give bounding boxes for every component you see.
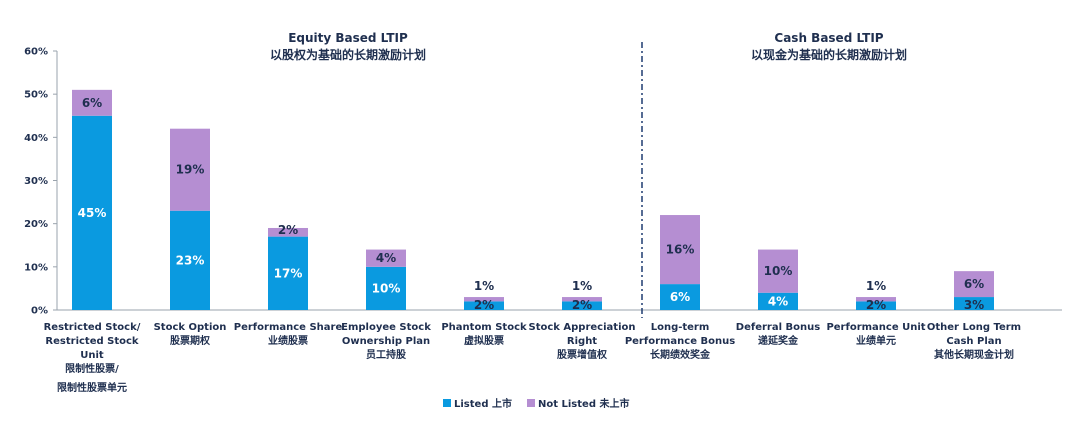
bar-listed (72, 115, 112, 310)
bar-listed (660, 284, 700, 310)
data-label-listed: 6% (670, 290, 690, 304)
data-label-listed: 10% (372, 281, 401, 295)
data-label-listed: 2% (572, 298, 592, 312)
data-label-listed: 17% (274, 266, 303, 280)
group-title: Cash Based LTIP (774, 31, 883, 45)
category-label: Ownership Plan (342, 336, 430, 347)
bar-listed (268, 236, 308, 310)
bar-not-listed (660, 215, 700, 285)
category-label: 限制性股票/ (65, 362, 119, 375)
legend-label: Listed 上市 (454, 397, 512, 410)
data-label-not-listed: 10% (764, 264, 793, 278)
bar-listed (954, 297, 994, 310)
category-label: Restricted Stock/ (44, 322, 141, 333)
category-label: Unit (80, 350, 104, 361)
y-tick-label: 30% (24, 176, 48, 187)
group-subtitle: 以现金为基础的长期激励计划 (751, 47, 907, 62)
data-label-not-listed: 1% (474, 279, 494, 293)
category-label: 递延奖金 (758, 334, 799, 347)
data-label-not-listed: 2% (278, 223, 298, 237)
data-label-not-listed: 1% (572, 279, 592, 293)
bars (72, 89, 994, 310)
y-tick-label: 0% (31, 306, 48, 317)
category-label: Restricted Stock (45, 336, 138, 347)
category-label: 员工持股 (366, 348, 407, 361)
bar-not-listed (562, 297, 602, 302)
category-labels: Restricted Stock/Restricted StockUnit限制性… (44, 322, 1022, 394)
data-labels: 45% 6% 23% 19% 17% 2% 10% 4% 2% 1% 2% 1% 6% 16% 4% 10% 2… (78, 96, 985, 312)
category-label: 股票增值权 (557, 348, 608, 361)
bar-listed (562, 301, 602, 310)
category-label: 限制性股票单元 (57, 381, 127, 394)
category-label: 业绩股票 (268, 334, 308, 347)
legend-swatch (443, 399, 451, 407)
bar-not-listed (72, 89, 112, 116)
data-label-not-listed: 16% (666, 243, 695, 257)
legend-label: Not Listed 未上市 (538, 397, 629, 410)
y-tick-label: 20% (24, 219, 48, 230)
legend: Listed 上市 Not Listed 未上市 (443, 397, 629, 410)
category-label: Right (567, 336, 597, 347)
group-title: Equity Based LTIP (288, 31, 408, 45)
group-subtitle: 以股权为基础的长期激励计划 (270, 47, 426, 62)
bar-not-listed (464, 297, 504, 302)
category-label: 业绩单元 (856, 334, 896, 347)
category-label: Phantom Stock (441, 322, 527, 333)
category-label: Long-term (651, 322, 710, 333)
data-label-not-listed: 6% (82, 96, 102, 110)
bar-listed (170, 210, 210, 310)
legend-swatch (527, 399, 535, 407)
bar-listed (856, 301, 896, 310)
group-titles: Equity Based LTIP 以股权为基础的长期激励计划 Cash Based… (270, 31, 907, 62)
category-label: Stock Option (154, 322, 227, 333)
category-label: Cash Plan (946, 336, 1001, 347)
category-label: Performance Bonus (625, 336, 735, 347)
data-label-not-listed: 4% (376, 251, 396, 265)
bar-not-listed (758, 249, 798, 293)
data-label-listed: 2% (474, 298, 494, 312)
y-tick-label: 10% (24, 262, 48, 273)
bar-listed (464, 301, 504, 310)
y-tick-label: 40% (24, 133, 48, 144)
data-label-not-listed: 1% (866, 279, 886, 293)
bar-listed (366, 266, 406, 310)
category-label: 长期绩效奖金 (650, 348, 711, 361)
category-label: Performance Share (234, 322, 343, 333)
data-label-listed: 23% (176, 253, 205, 267)
data-label-listed: 45% (78, 206, 107, 220)
data-label-listed: 3% (964, 298, 984, 312)
category-label: Employee Stock (341, 322, 431, 333)
y-tick-label: 50% (24, 90, 48, 101)
data-label-listed: 4% (768, 294, 788, 308)
y-tick-label: 60% (24, 47, 48, 58)
bar-not-listed (954, 271, 994, 298)
bar-not-listed (366, 249, 406, 267)
category-label: 其他长期现金计划 (934, 348, 1014, 361)
bar-listed (758, 292, 798, 310)
data-label-not-listed: 19% (176, 163, 205, 177)
bar-not-listed (268, 227, 308, 237)
category-label: 股票期权 (170, 334, 211, 347)
data-label-listed: 2% (866, 298, 886, 312)
category-label: Deferral Bonus (736, 322, 820, 333)
category-label: Other Long Term (927, 322, 1021, 333)
category-label: 虚拟股票 (464, 334, 504, 347)
bar-not-listed (856, 297, 896, 302)
bar-not-listed (170, 128, 210, 211)
category-label: Stock Appreciation (529, 322, 636, 333)
data-label-not-listed: 6% (964, 277, 984, 291)
category-label: Performance Unit (826, 322, 925, 333)
